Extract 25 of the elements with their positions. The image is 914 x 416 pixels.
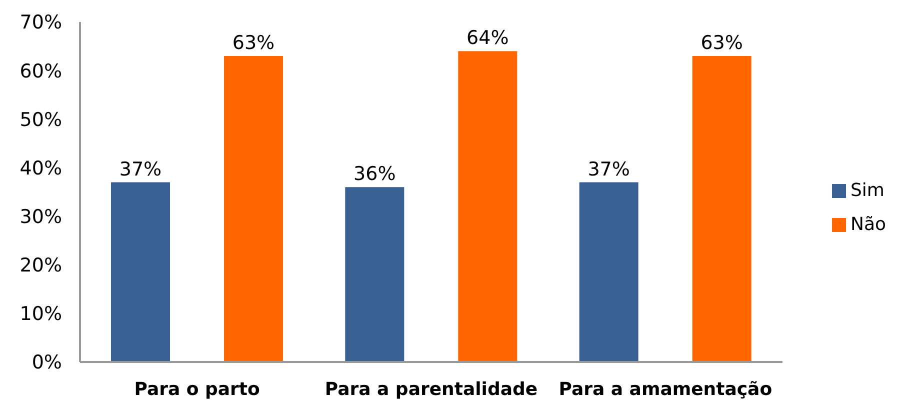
bar [692,56,752,362]
x-tick-label: Para a amamentação [558,378,772,400]
legend-label: Sim [850,180,884,201]
bar [224,56,283,362]
bar [579,182,638,362]
x-tick-label: Para o parto [134,378,260,400]
y-tick-label: 60% [20,60,62,82]
y-tick-label: 0% [32,352,62,374]
data-label: 63% [700,32,743,54]
y-tick-label: 40% [20,157,62,180]
y-tick-label: 10% [20,303,62,326]
data-label: 64% [466,27,509,50]
y-tick-label: 70% [20,12,62,34]
data-label: 63% [232,32,275,54]
data-label: 36% [354,163,396,186]
y-tick-label: 30% [20,206,62,228]
data-label: 37% [119,158,162,180]
y-tick-label: 20% [20,254,62,277]
bar [458,51,518,362]
bar [345,187,404,362]
bar [111,182,170,362]
legend-label: Não [850,214,886,235]
y-tick-label: 50% [20,108,62,131]
data-label: 37% [588,158,630,180]
x-tick-label: Para a parentalidade [324,378,538,400]
